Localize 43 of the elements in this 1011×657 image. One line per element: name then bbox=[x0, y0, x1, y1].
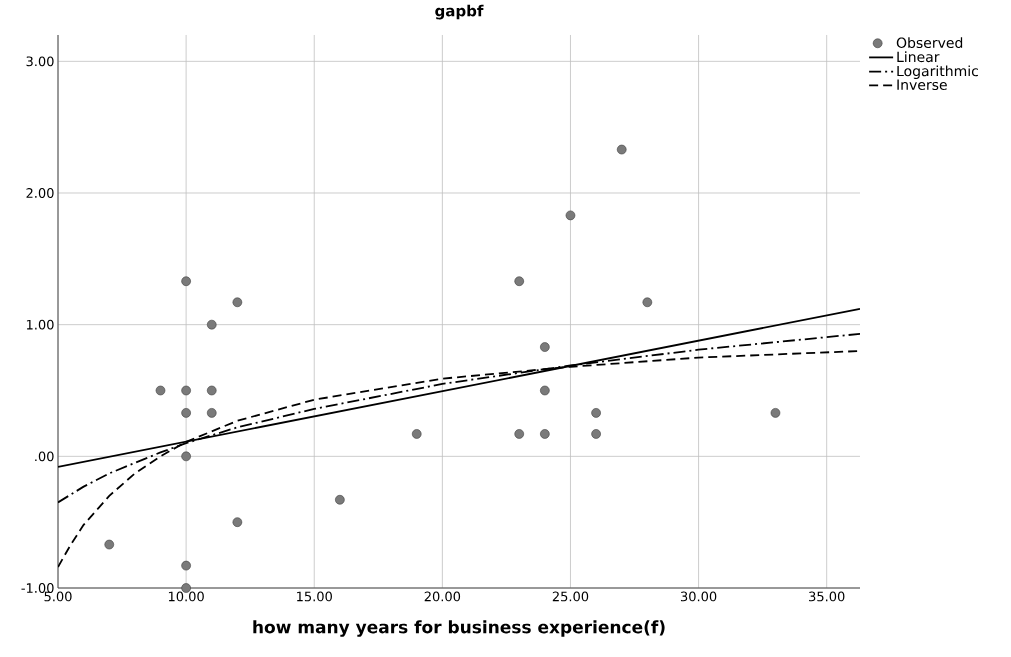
legend-label: Observed bbox=[896, 37, 963, 49]
point bbox=[514, 276, 525, 287]
point bbox=[232, 297, 243, 308]
y-tick-label: 1.00 bbox=[26, 319, 54, 330]
point bbox=[181, 276, 191, 287]
point bbox=[540, 342, 550, 352]
legend-label: Inverse bbox=[897, 79, 947, 91]
point bbox=[591, 408, 601, 418]
point bbox=[206, 385, 217, 396]
y-tick-label: 2.00 bbox=[26, 188, 54, 198]
y-tick-label: 3.00 bbox=[26, 56, 54, 67]
chart-title: gapbf bbox=[435, 4, 484, 20]
point bbox=[540, 429, 550, 439]
point bbox=[206, 408, 217, 418]
point bbox=[411, 429, 422, 439]
x-tick-label: 20.00 bbox=[424, 591, 461, 602]
point bbox=[181, 385, 191, 396]
point bbox=[181, 560, 191, 571]
point bbox=[155, 385, 166, 396]
point bbox=[181, 451, 191, 462]
x-tick-label: 15.00 bbox=[297, 591, 332, 602]
y-tick-label: -1.00 bbox=[21, 583, 54, 593]
point bbox=[616, 144, 627, 155]
point bbox=[770, 408, 781, 418]
point bbox=[335, 494, 345, 505]
point bbox=[514, 429, 525, 439]
point bbox=[540, 385, 550, 396]
x-axis-title: how many years for business experience(f) bbox=[253, 620, 665, 637]
x-tick-label: 35.00 bbox=[809, 591, 845, 602]
point bbox=[565, 210, 576, 221]
x-tick-label: 25.00 bbox=[552, 591, 589, 602]
point bbox=[232, 517, 243, 527]
legend-label: Linear bbox=[897, 51, 940, 63]
point bbox=[206, 319, 217, 330]
y-tick-label: .00 bbox=[35, 451, 54, 462]
x-tick-label: 30.00 bbox=[680, 591, 717, 602]
point bbox=[591, 429, 601, 439]
legend-label: Logarithmic bbox=[897, 65, 978, 80]
x-tick-label: 5.00 bbox=[44, 591, 72, 602]
point bbox=[181, 408, 191, 418]
x-tick-label: 10.00 bbox=[168, 591, 204, 602]
point bbox=[642, 297, 653, 308]
point bbox=[104, 539, 115, 550]
